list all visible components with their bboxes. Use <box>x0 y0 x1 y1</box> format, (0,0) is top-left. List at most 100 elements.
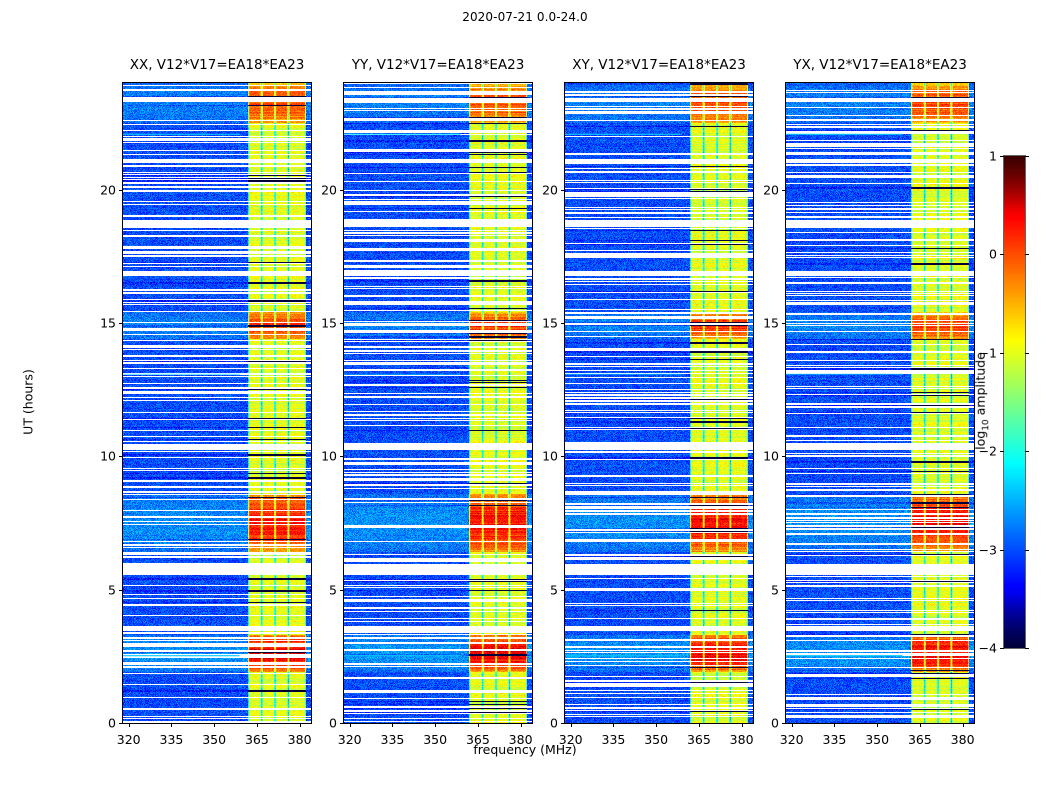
x-axis-tick-label: 365 <box>686 732 711 747</box>
x-axis-tick <box>613 723 615 727</box>
y-axis-tick-label: 15 <box>100 315 116 331</box>
y-axis-tick-label: 15 <box>321 315 337 331</box>
y-axis-tick <box>782 723 786 724</box>
y-axis-tick <box>782 323 786 324</box>
y-axis-tick <box>119 189 123 191</box>
panel-xx: XX, V12*V17=EA18*EA23 320 335 350 365 380 0 5 1… <box>100 57 312 747</box>
colorbar-label-subscript: 10 <box>981 419 992 431</box>
x-axis-tick <box>570 723 572 727</box>
y-axis-tick-label: 15 <box>763 315 779 331</box>
colorbar-label: log10 amplitude <box>973 352 992 450</box>
colorbar-tick-right <box>1025 451 1029 453</box>
colorbar-tick-label: 1 <box>989 148 997 164</box>
x-axis-tick <box>520 723 522 727</box>
y-axis-tick-label: 20 <box>321 182 337 198</box>
colorbar-tick <box>1000 254 1004 256</box>
y-axis-tick <box>340 723 344 724</box>
y-axis-tick-label: 20 <box>100 182 116 198</box>
colorbar-tick-label: 0 <box>989 246 997 262</box>
panel-xy-heatmap <box>565 83 753 723</box>
x-axis-tick <box>919 723 921 727</box>
x-axis-tick <box>214 723 216 727</box>
colorbar-tick-label: −1 <box>978 345 997 361</box>
x-axis-tick <box>791 723 793 727</box>
y-axis-tick-label: 5 <box>108 582 116 598</box>
y-axis-tick <box>561 323 565 324</box>
colorbar-tick <box>1000 156 1004 157</box>
y-axis-tick-label: 5 <box>550 582 558 598</box>
x-axis-tick-label: 335 <box>380 732 405 747</box>
x-axis-tick <box>256 723 258 727</box>
panel-xy-title: XY, V12*V17=EA18*EA23 <box>572 57 746 73</box>
colorbar-tick-right <box>1025 156 1029 157</box>
y-axis-tick <box>340 189 344 191</box>
x-axis-tick <box>741 723 743 727</box>
x-axis-tick-label: 380 <box>508 732 533 747</box>
colorbar-tick-right <box>1025 549 1029 551</box>
y-axis-tick-label: 0 <box>108 715 116 731</box>
x-axis-tick-label: 335 <box>601 732 626 747</box>
x-axis-tick-label: 320 <box>337 732 362 747</box>
x-axis-tick <box>392 723 394 727</box>
y-axis-tick <box>561 456 565 458</box>
y-axis-tick <box>340 589 344 591</box>
y-axis-tick <box>782 189 786 191</box>
x-axis-tick <box>834 723 836 727</box>
panel-yx-heatmap <box>786 83 974 723</box>
y-axis-tick-label: 10 <box>321 448 337 464</box>
x-axis-tick-label: 365 <box>465 732 490 747</box>
y-axis-tick <box>340 323 344 324</box>
x-axis-tick-label: 320 <box>558 732 583 747</box>
x-axis-label: frequency (MHz) <box>473 742 577 757</box>
x-axis-tick-label: 365 <box>244 732 269 747</box>
y-axis-tick-label: 10 <box>100 448 116 464</box>
y-axis-label: UT (hours) <box>20 369 36 435</box>
panel-yy-heatmap <box>344 83 532 723</box>
y-axis-tick <box>119 723 123 724</box>
panel-yx-title: YX, V12*V17=EA18*EA23 <box>793 57 967 73</box>
y-axis-tick-label: 0 <box>771 715 779 731</box>
y-axis-tick-label: 5 <box>329 582 337 598</box>
panel-xx-title: XX, V12*V17=EA18*EA23 <box>129 57 305 73</box>
x-axis-tick-label: 320 <box>116 732 141 747</box>
x-axis-tick <box>477 723 479 727</box>
x-axis-tick <box>128 723 130 727</box>
panel-yy: YY, V12*V17=EA18*EA23 320 335 350 365 380 0 5 1… <box>321 57 533 747</box>
y-axis-tick <box>119 323 123 324</box>
y-axis-tick <box>340 456 344 458</box>
y-axis-tick <box>561 589 565 591</box>
x-axis-tick-label: 365 <box>907 732 932 747</box>
colorbar-tick-label: −2 <box>978 443 997 459</box>
colorbar-tick-right <box>1025 648 1029 649</box>
y-axis-tick-label: 10 <box>542 448 558 464</box>
x-axis-tick <box>877 723 879 727</box>
y-axis-tick <box>561 723 565 724</box>
colorbar-label-suffix: amplitude <box>972 352 988 420</box>
colorbar-tick <box>1000 451 1004 453</box>
x-axis-tick-label: 380 <box>950 732 975 747</box>
colorbar-tick-label: −3 <box>978 542 997 558</box>
y-axis-tick <box>119 456 123 458</box>
y-axis-tick <box>561 189 565 191</box>
x-axis-tick <box>299 723 301 727</box>
panel-yx: YX, V12*V17=EA18*EA23 320 335 350 365 380 0 5 1… <box>763 57 975 747</box>
y-axis-tick <box>119 589 123 591</box>
colorbar: 1 0 −1 −2 −3 −4 <box>979 149 1029 656</box>
y-axis-tick-label: 20 <box>542 182 558 198</box>
y-axis-tick <box>782 589 786 591</box>
colorbar-tick <box>1000 352 1004 354</box>
colorbar-tick <box>1000 648 1004 649</box>
y-axis-tick <box>782 456 786 458</box>
colorbar-tick-right <box>1025 352 1029 354</box>
y-axis-tick-label: 15 <box>542 315 558 331</box>
panel-xy: XY, V12*V17=EA18*EA23 320 335 350 365 380 0 5 1… <box>542 57 754 747</box>
x-axis-tick <box>656 723 658 727</box>
panel-yy-title: YY, V12*V17=EA18*EA23 <box>351 57 525 73</box>
x-axis-tick <box>698 723 700 727</box>
colorbar-tick-right <box>1025 254 1029 256</box>
y-axis-tick-label: 0 <box>329 715 337 731</box>
colorbar-tick <box>1000 549 1004 551</box>
x-axis-tick-label: 320 <box>779 732 804 747</box>
figure-suptitle: 2020-07-21 0.0-24.0 <box>462 10 588 24</box>
